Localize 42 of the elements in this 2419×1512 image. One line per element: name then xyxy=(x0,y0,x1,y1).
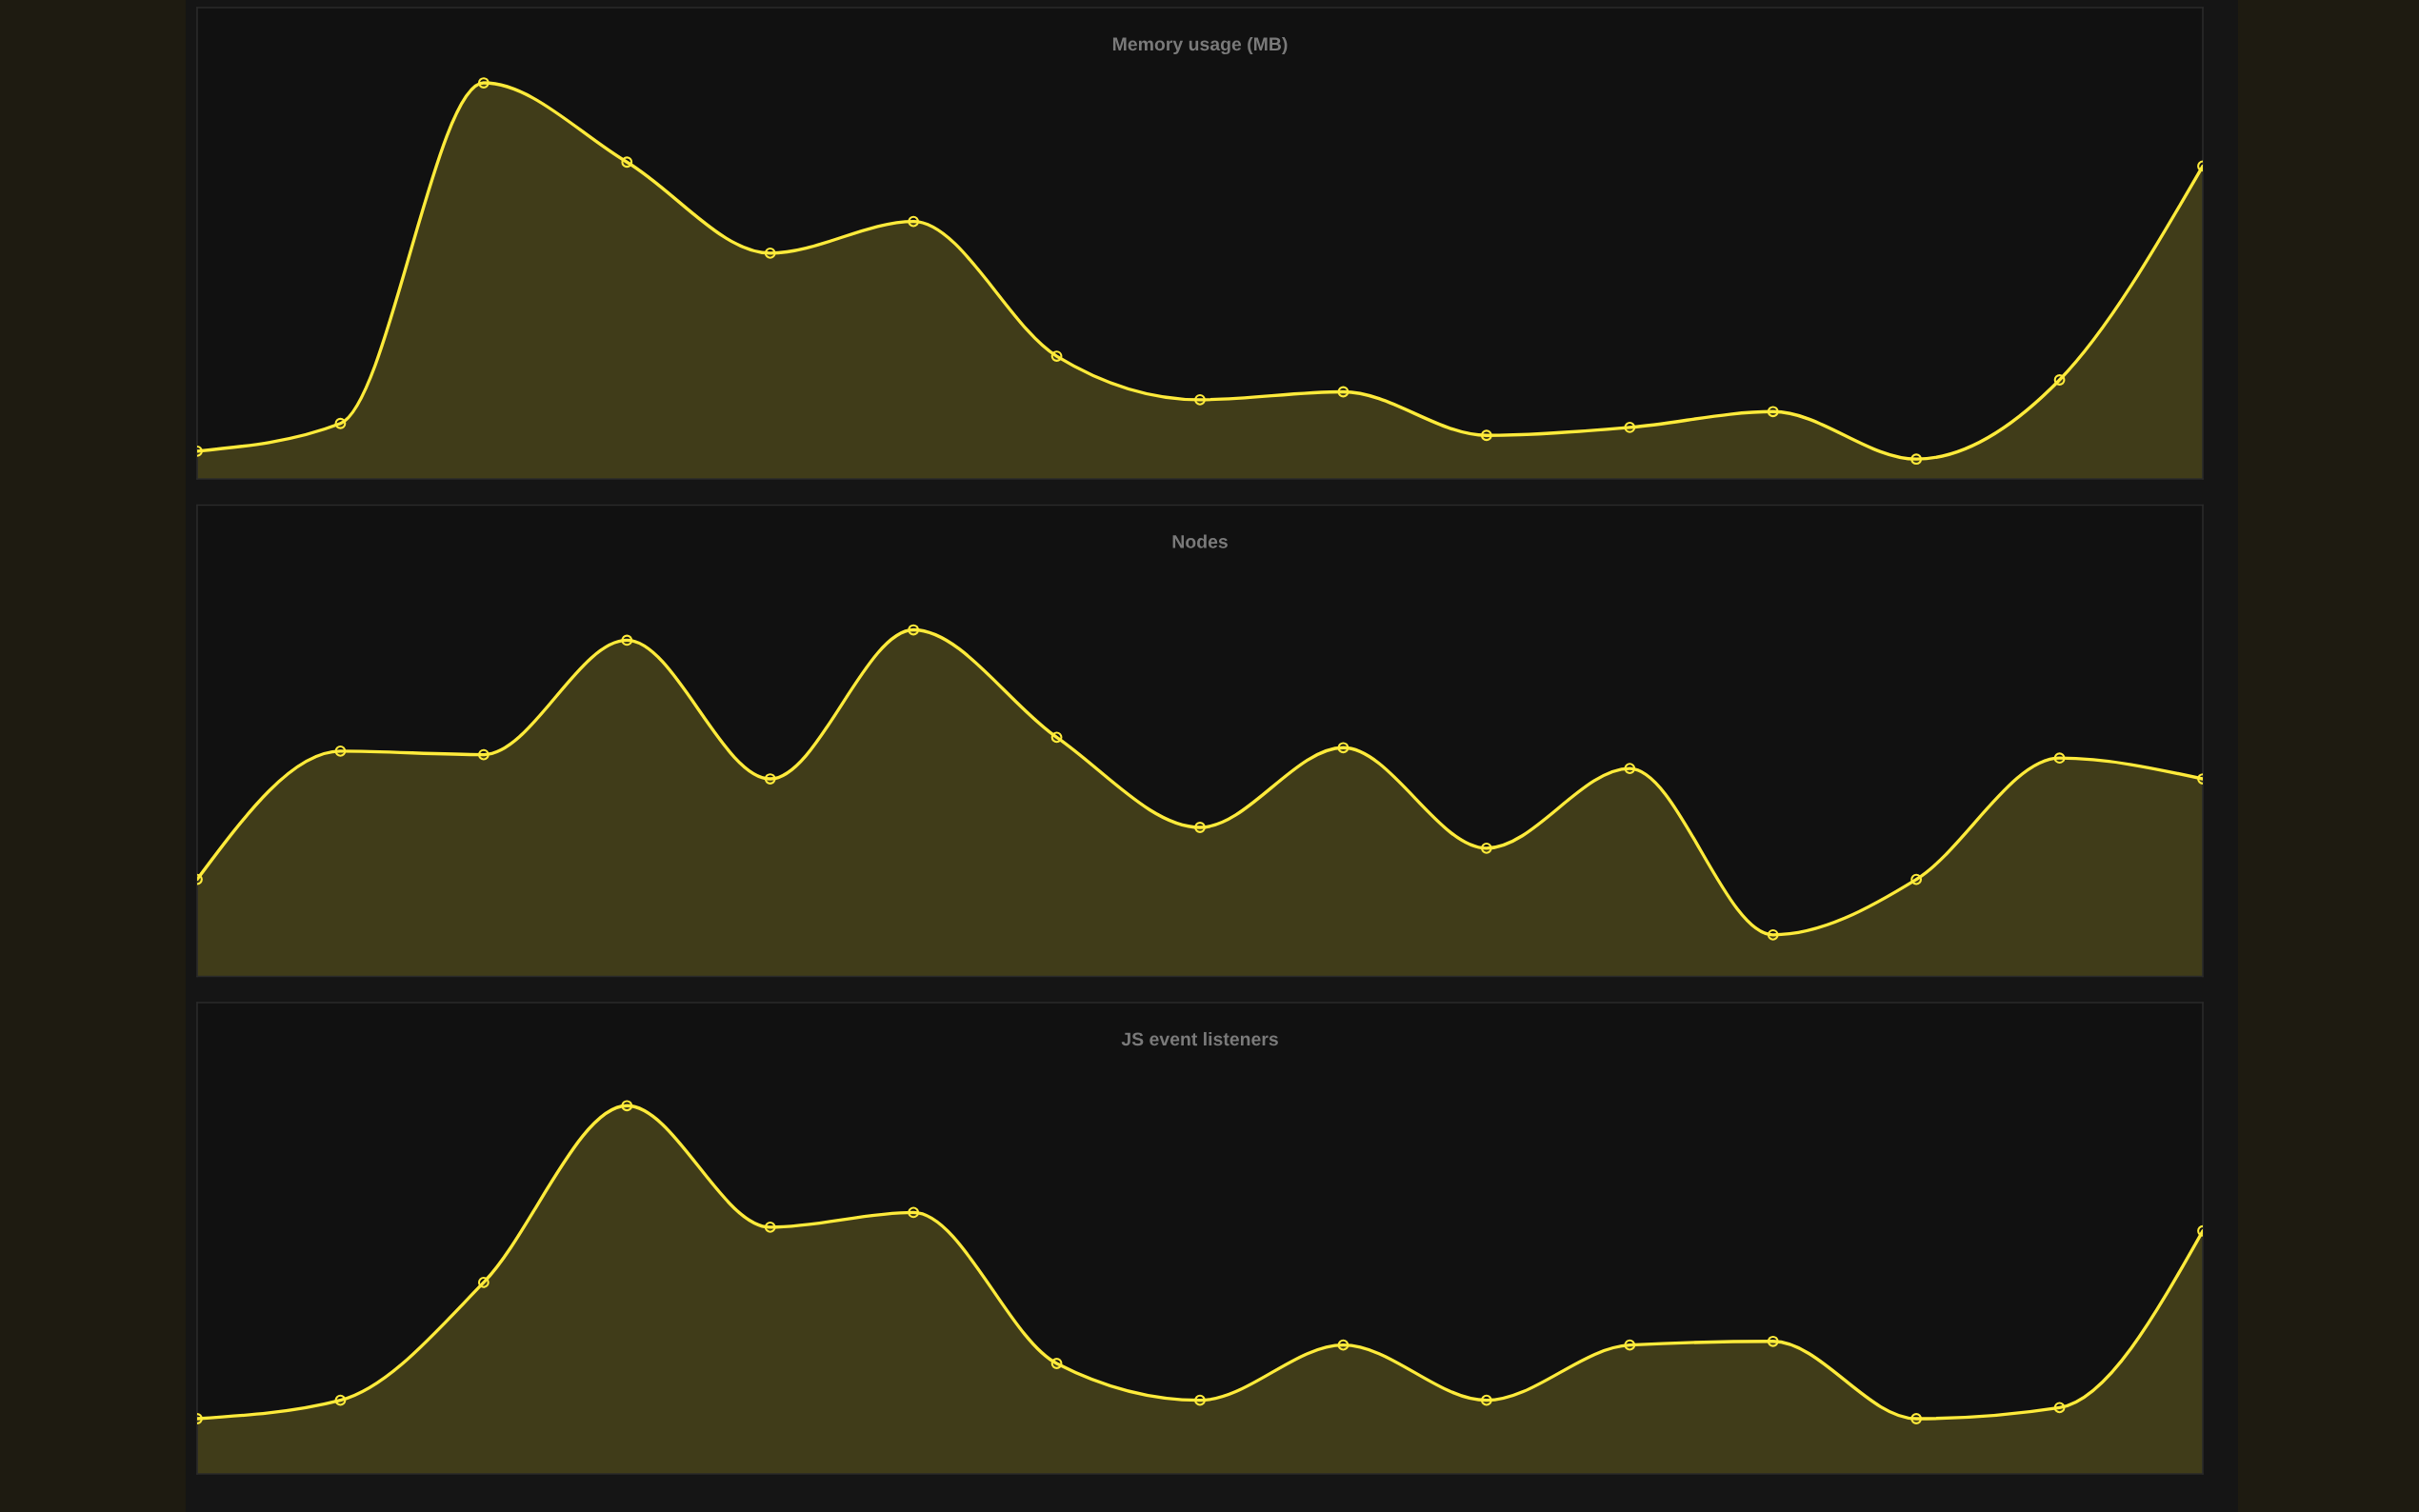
point xyxy=(1910,873,1923,885)
point xyxy=(477,1277,490,1288)
point xyxy=(1050,731,1063,744)
point xyxy=(334,746,347,757)
point xyxy=(621,634,633,647)
point xyxy=(908,624,920,636)
point xyxy=(1337,1339,1349,1351)
chart-title: JS event listeners xyxy=(1121,1031,1278,1046)
point xyxy=(2053,374,2066,386)
point xyxy=(1194,393,1206,406)
point xyxy=(621,1100,633,1112)
point xyxy=(1910,1413,1923,1424)
point xyxy=(1767,928,1779,941)
point xyxy=(1767,406,1779,418)
point xyxy=(764,248,776,259)
point xyxy=(477,748,490,761)
point xyxy=(1910,453,1923,466)
point xyxy=(1050,1358,1063,1369)
point xyxy=(2053,752,2066,765)
chart-title: Nodes xyxy=(1172,534,1228,548)
point xyxy=(2053,1402,2066,1414)
point xyxy=(1624,763,1636,775)
point xyxy=(334,417,347,429)
point xyxy=(1480,842,1492,854)
point xyxy=(1767,1335,1779,1347)
point xyxy=(908,215,920,228)
point xyxy=(1194,822,1206,833)
point xyxy=(1480,429,1492,442)
point xyxy=(1337,386,1349,398)
point xyxy=(764,773,776,785)
chart-title: Memory usage (MB) xyxy=(1112,36,1288,55)
point xyxy=(334,1394,347,1406)
point xyxy=(1337,742,1349,754)
point xyxy=(477,77,490,89)
point xyxy=(1624,422,1636,433)
point xyxy=(1624,1339,1636,1351)
point xyxy=(764,1222,776,1233)
point xyxy=(1194,1394,1206,1406)
point xyxy=(621,156,633,169)
point xyxy=(908,1206,920,1219)
point xyxy=(1050,350,1063,362)
point xyxy=(1480,1394,1492,1406)
